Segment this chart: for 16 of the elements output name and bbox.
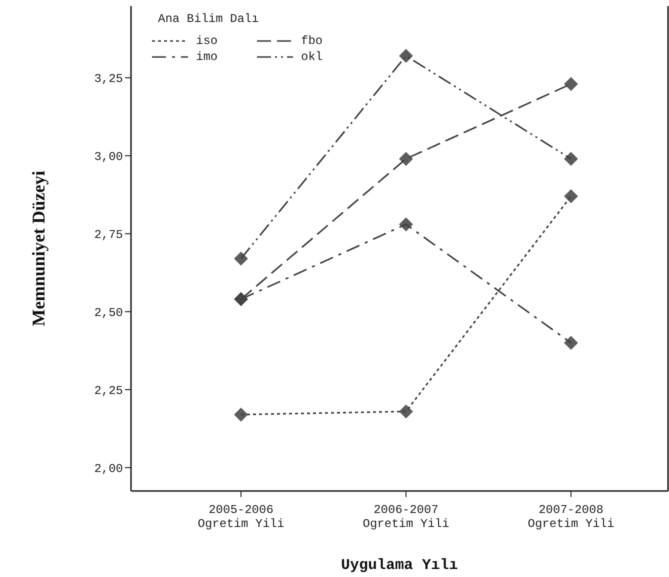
y-tick-label: 3,00 — [94, 150, 123, 164]
y-tick-label: 2,75 — [94, 228, 123, 242]
x-tick-label: 2007-2008 Ogretim Yili — [528, 503, 614, 531]
y-axis-title: Memnuniyet Düzeyi — [28, 170, 48, 326]
y-tick-label: 2,00 — [94, 462, 123, 476]
y-tick-label: 3,25 — [94, 72, 123, 86]
legend-label: iso — [196, 34, 218, 48]
legend-title: Ana Bilim Dalı — [158, 12, 260, 26]
y-tick-label: 2,25 — [94, 384, 123, 398]
x-tick-label: 2005-2006 Ogretim Yili — [198, 503, 284, 531]
legend-label: imo — [196, 50, 218, 64]
y-tick-label: 2,50 — [94, 306, 123, 320]
legend-label: fbo — [301, 34, 323, 48]
x-tick-label: 2006-2007 Ogretim Yili — [362, 503, 450, 531]
legend-label: okl — [301, 50, 323, 64]
x-axis-title: Uygulama Yılı — [340, 557, 458, 574]
